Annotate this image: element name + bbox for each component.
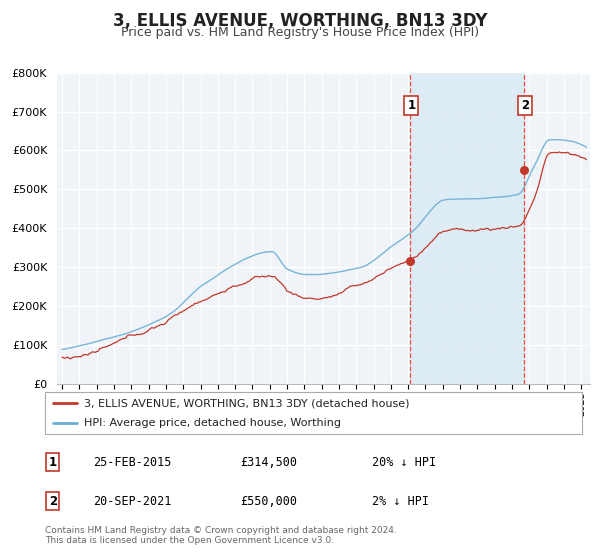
- Text: 2: 2: [521, 99, 529, 113]
- Text: 20% ↓ HPI: 20% ↓ HPI: [372, 455, 436, 469]
- Text: 1: 1: [49, 455, 57, 469]
- FancyBboxPatch shape: [45, 392, 582, 434]
- Text: 1: 1: [407, 99, 415, 113]
- Text: £314,500: £314,500: [240, 455, 297, 469]
- Text: HPI: Average price, detached house, Worthing: HPI: Average price, detached house, Wort…: [83, 418, 341, 428]
- Text: 3, ELLIS AVENUE, WORTHING, BN13 3DY (detached house): 3, ELLIS AVENUE, WORTHING, BN13 3DY (det…: [83, 398, 409, 408]
- Text: 2% ↓ HPI: 2% ↓ HPI: [372, 494, 429, 508]
- Text: 25-FEB-2015: 25-FEB-2015: [93, 455, 172, 469]
- Text: £550,000: £550,000: [240, 494, 297, 508]
- Bar: [410, 73, 524, 384]
- Text: 2: 2: [49, 494, 57, 508]
- Text: Price paid vs. HM Land Registry's House Price Index (HPI): Price paid vs. HM Land Registry's House …: [121, 26, 479, 39]
- Text: This data is licensed under the Open Government Licence v3.0.: This data is licensed under the Open Gov…: [45, 536, 334, 545]
- Text: 3, ELLIS AVENUE, WORTHING, BN13 3DY: 3, ELLIS AVENUE, WORTHING, BN13 3DY: [113, 12, 487, 30]
- Text: 20-SEP-2021: 20-SEP-2021: [93, 494, 172, 508]
- Text: Contains HM Land Registry data © Crown copyright and database right 2024.: Contains HM Land Registry data © Crown c…: [45, 526, 397, 535]
